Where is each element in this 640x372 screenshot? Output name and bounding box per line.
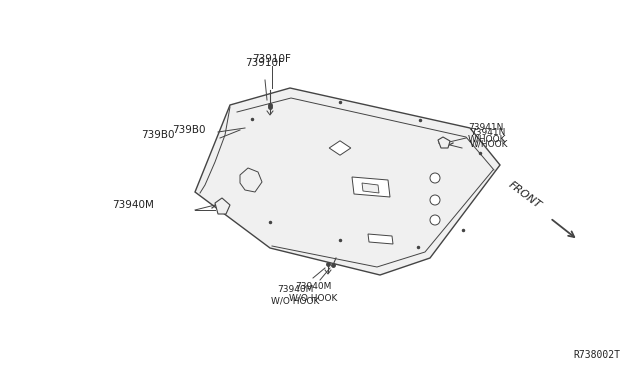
Circle shape [430,173,440,183]
Text: 73940M: 73940M [112,200,154,210]
Polygon shape [368,234,393,244]
Text: 73940M
W/O HOOK: 73940M W/O HOOK [271,285,319,306]
Polygon shape [215,198,230,214]
Polygon shape [438,137,450,148]
Circle shape [430,215,440,225]
Text: R738002T: R738002T [573,350,620,360]
Text: 73910F: 73910F [253,54,291,64]
Text: 739B0: 739B0 [172,125,205,135]
Text: 739B0: 739B0 [141,130,175,140]
Text: 73940M
W/O HOOK: 73940M W/O HOOK [289,282,337,303]
Polygon shape [362,183,379,193]
Text: 73941N
W/HOOK: 73941N W/HOOK [468,123,506,143]
Circle shape [430,195,440,205]
Text: 73910F: 73910F [246,58,284,68]
Polygon shape [352,177,390,197]
Polygon shape [329,141,351,155]
Text: FRONT: FRONT [507,179,543,210]
Polygon shape [195,88,500,275]
Text: 73941N
W/HOOK: 73941N W/HOOK [470,128,509,148]
Polygon shape [240,168,262,192]
